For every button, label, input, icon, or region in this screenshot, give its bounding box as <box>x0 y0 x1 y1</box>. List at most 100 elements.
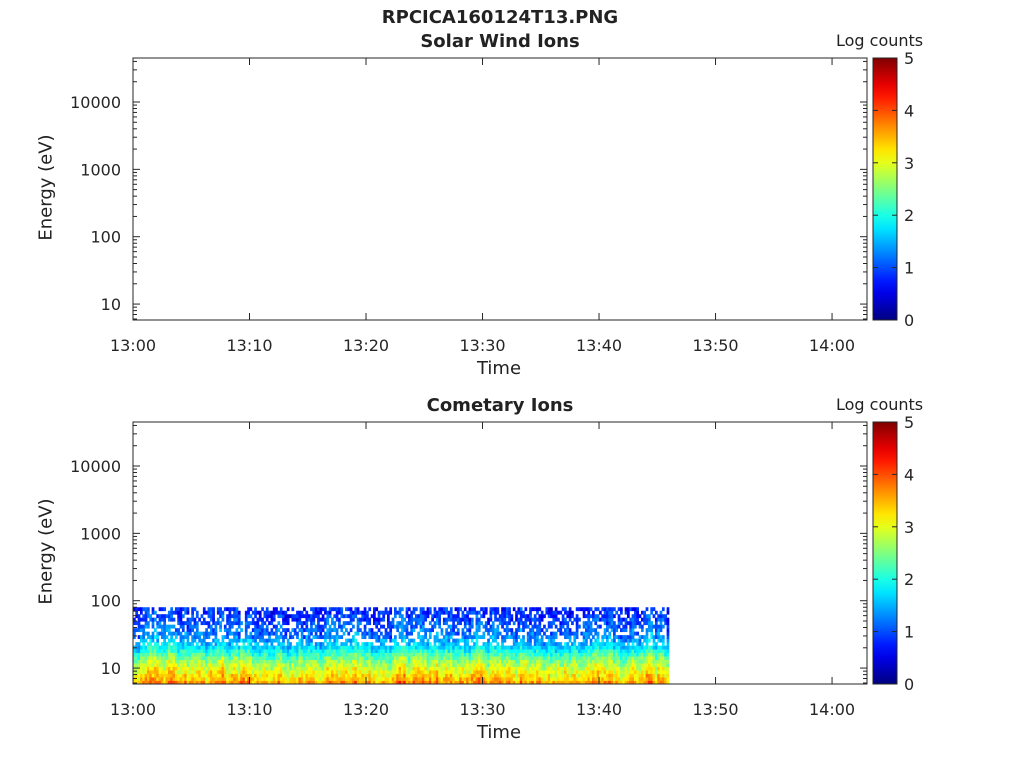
data-cell <box>405 656 409 660</box>
data-cell <box>384 649 388 653</box>
data-cell <box>629 652 633 657</box>
y-tick-label: 1000 <box>80 524 121 543</box>
data-cell <box>575 673 579 678</box>
data-cell <box>305 624 309 629</box>
data-cell <box>263 673 267 678</box>
data-cell <box>640 673 644 678</box>
data-cell <box>659 638 663 643</box>
data-cell <box>622 628 626 633</box>
data-cell <box>174 610 178 615</box>
data-cell <box>459 666 462 671</box>
data-cell <box>289 670 292 674</box>
data-cell <box>384 635 388 640</box>
data-cell <box>328 607 332 612</box>
data-cell <box>608 666 612 671</box>
data-cell <box>538 649 542 653</box>
data-cell <box>650 621 654 626</box>
data-cell <box>396 670 400 674</box>
data-cell <box>647 649 651 653</box>
data-cell <box>550 656 553 660</box>
data-cell <box>515 649 518 653</box>
data-cell <box>421 638 425 643</box>
data-cell <box>133 621 136 626</box>
data-cell <box>550 631 553 636</box>
data-cell <box>661 649 665 653</box>
data-cell <box>221 649 225 653</box>
data-cell <box>373 677 376 681</box>
data-cell <box>174 635 178 640</box>
data-cell <box>160 652 164 657</box>
data-cell <box>640 642 644 647</box>
data-cell <box>636 673 640 678</box>
data-cell <box>461 610 465 615</box>
data-cell <box>498 659 502 664</box>
data-cell <box>659 659 663 664</box>
data-cell <box>272 617 276 622</box>
data-cell <box>610 610 614 615</box>
data-cell <box>377 638 381 643</box>
data-cell <box>249 645 253 650</box>
data-cell <box>442 621 446 626</box>
data-cell <box>643 680 647 685</box>
data-cell <box>461 645 465 650</box>
data-cell <box>324 638 327 643</box>
data-cell <box>466 645 469 650</box>
data-cell <box>573 673 577 678</box>
data-cell <box>193 673 197 678</box>
data-cell <box>251 652 255 657</box>
data-cell <box>657 635 661 640</box>
data-cell <box>195 652 199 657</box>
data-cell <box>207 663 211 667</box>
data-cell <box>454 656 458 660</box>
data-cell <box>153 680 157 685</box>
data-cell <box>538 628 542 633</box>
data-cell <box>184 677 187 681</box>
data-cell <box>335 642 339 647</box>
data-cell <box>594 670 598 674</box>
data-cell <box>489 610 493 615</box>
data-cell <box>475 663 479 667</box>
data-cell <box>554 642 558 647</box>
data-cell <box>249 649 253 653</box>
data-cell <box>256 670 260 674</box>
data-cell <box>552 656 556 660</box>
data-cell <box>223 663 227 667</box>
data-cell <box>317 610 320 615</box>
data-cell <box>135 642 139 647</box>
data-cell <box>596 666 600 671</box>
data-cell <box>578 666 581 671</box>
data-cell <box>242 663 246 667</box>
data-cell <box>461 614 465 619</box>
data-cell <box>317 624 320 629</box>
x-tick-label: 13:20 <box>343 700 389 719</box>
data-cell <box>382 670 386 674</box>
data-cell <box>156 666 160 671</box>
data-cell <box>475 670 479 674</box>
data-cell <box>202 610 206 615</box>
data-cell <box>366 617 369 622</box>
data-cell <box>300 621 304 626</box>
data-cell <box>305 652 309 657</box>
data-cell <box>296 680 299 685</box>
data-cell <box>314 631 318 636</box>
data-cell <box>151 635 155 640</box>
data-cell <box>356 680 360 685</box>
data-cell <box>226 663 229 667</box>
data-cell <box>282 617 285 622</box>
data-cell <box>459 652 462 657</box>
data-cell <box>226 673 229 678</box>
data-cell <box>359 666 362 671</box>
data-cell <box>146 659 150 664</box>
data-cell <box>650 631 654 636</box>
data-cell <box>407 621 411 626</box>
data-cell <box>284 635 288 640</box>
data-cell <box>573 631 577 636</box>
data-cell <box>247 673 250 678</box>
data-cell <box>554 635 558 640</box>
data-cell <box>373 663 376 667</box>
data-cell <box>419 628 423 633</box>
data-cell <box>198 659 201 664</box>
data-cell <box>624 617 628 622</box>
data-cell <box>571 610 574 615</box>
data-cell <box>214 628 218 633</box>
